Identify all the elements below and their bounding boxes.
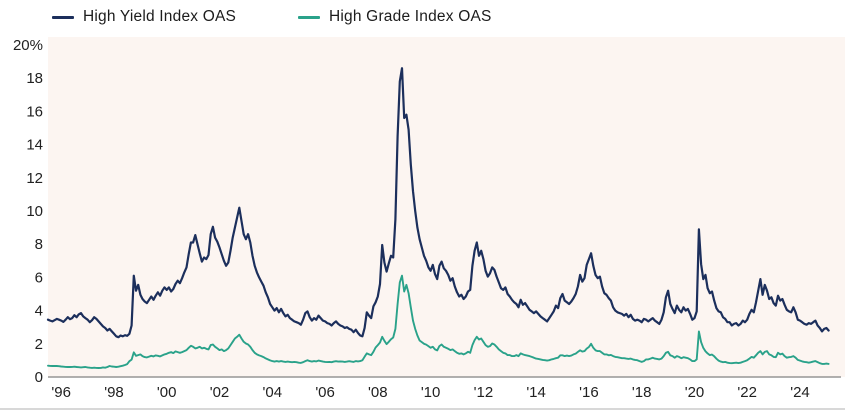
y-tick-label: 10 — [26, 203, 43, 220]
y-tick-label: 20% — [13, 37, 43, 54]
legend-label-high-grade: High Grade Index OAS — [329, 8, 492, 25]
x-tick-label: '08 — [368, 384, 388, 401]
x-tick-label: '12 — [474, 384, 494, 401]
y-tick-label: 14 — [26, 137, 43, 154]
legend: High Yield Index OAS High Grade Index OA… — [0, 4, 845, 30]
legend-item-high-grade: High Grade Index OAS — [298, 4, 492, 30]
x-tick-label: '22 — [737, 384, 757, 401]
x-tick-label: '20 — [685, 384, 705, 401]
x-tick-label: '96 — [51, 384, 71, 401]
x-tick-label: '00 — [157, 384, 177, 401]
x-tick-label: '06 — [315, 384, 335, 401]
x-tick-label: '18 — [632, 384, 652, 401]
x-tick-label: '16 — [579, 384, 599, 401]
x-tick-label: '04 — [263, 384, 283, 401]
high-yield-line-swatch-icon — [52, 15, 74, 19]
y-tick-label: 0 — [35, 369, 43, 386]
y-tick-label: 6 — [35, 269, 43, 286]
x-tick-label: '14 — [526, 384, 546, 401]
y-tick-label: 4 — [35, 303, 43, 320]
plot-background — [48, 37, 845, 377]
legend-label-high-yield: High Yield Index OAS — [83, 8, 237, 25]
x-tick-label: '98 — [104, 384, 124, 401]
y-tick-label: 18 — [26, 70, 43, 87]
legend-item-high-yield: High Yield Index OAS — [52, 4, 236, 30]
x-axis-labels: '96 '98 '00 '02 '04 '06 '08 '10 '12 '14 '16 '18 '20 '… — [51, 384, 809, 401]
y-tick-label: 2 — [35, 336, 43, 353]
x-tick-label: '24 — [790, 384, 810, 401]
high-grade-line — [47, 274, 830, 369]
y-tick-label: 8 — [35, 236, 43, 253]
high-grade-line-swatch-icon — [298, 15, 320, 19]
x-tick-label: '02 — [210, 384, 230, 401]
x-tick-label: '10 — [421, 384, 441, 401]
y-tick-label: 12 — [26, 170, 43, 187]
y-tick-label: 16 — [26, 103, 43, 120]
high-yield-line — [46, 67, 830, 339]
y-axis-labels: 0 2 4 6 8 10 12 14 16 18 20% — [13, 37, 43, 386]
